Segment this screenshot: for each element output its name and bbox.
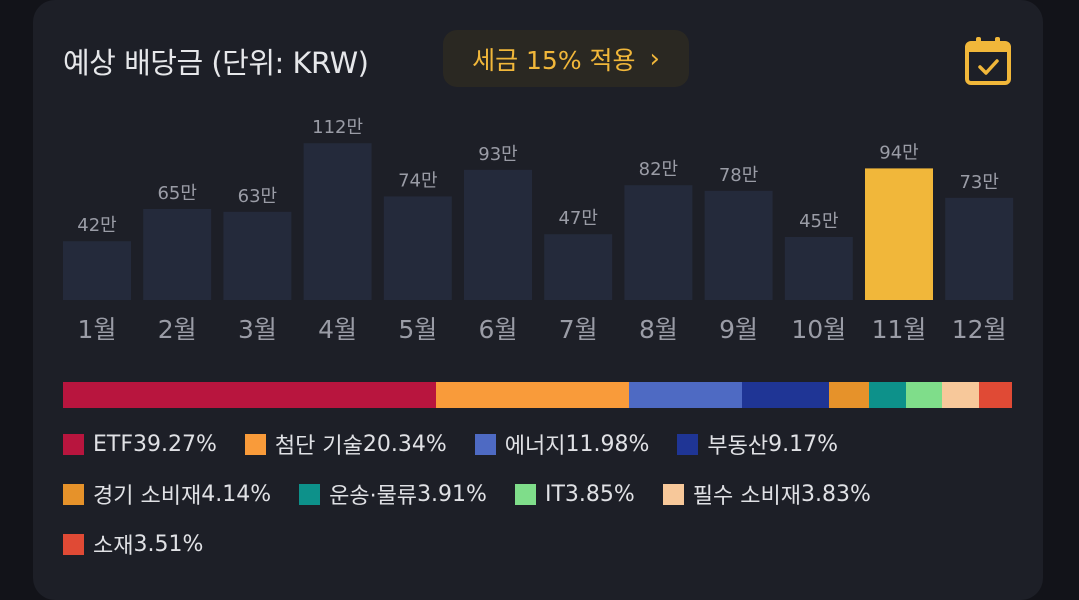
legend-percent: 3.51% [133,531,204,557]
legend-swatch [514,483,536,505]
tax-toggle-button[interactable]: 세금 15% 적용 › [443,30,689,87]
allocation-segment [628,382,743,408]
month-tick-label: 12월 [952,315,1007,344]
legend-label: ETF [93,431,133,457]
legend-percent: 3.91% [417,481,487,507]
bar-1[interactable] [63,241,131,300]
bar-value-label: 45만 [799,211,838,232]
legend-label: 소재 [93,534,134,559]
bar-3[interactable] [223,211,292,300]
legend-percent: 20.34% [362,431,447,457]
chevron-right-icon: › [649,43,660,74]
card-title: 예상 배당금 (단위: KRW) [63,46,369,80]
sector-allocation-bar [63,382,1012,408]
legend-item: 소재 3.51% [63,531,995,559]
legend-item: 경기 소비재 4.14% [63,481,272,509]
legend-item: 에너지 11.98% [474,431,650,459]
legend-percent: 4.14% [201,481,272,507]
month-tick-label: 1월 [78,315,117,344]
bar-value-label: 78만 [719,165,758,186]
legend-label: 에너지 [504,434,566,459]
legend-swatch [63,483,84,505]
bar-value-label: 63만 [238,186,277,207]
bar-6[interactable] [464,169,532,300]
month-tick-label: 6월 [479,315,518,344]
bar-value-label: 112만 [312,117,363,138]
legend-item: ETF 39.27% [63,431,217,457]
legend-label: 부동산 [707,434,769,459]
month-tick-label: 11월 [872,315,927,344]
bar-value-label: 74만 [398,170,437,191]
legend-label: IT [544,481,565,507]
bar-value-label: 47만 [558,208,597,229]
allocation-segment [942,382,979,408]
bar-9[interactable] [704,190,773,300]
sector-legend: ETF 39.27% 첨단 기술 20.34% 에너지 11.98% 부동산 9.17… [63,431,1023,559]
legend-swatch [677,433,699,455]
legend-item: 운송·물류 3.91% [299,481,487,509]
month-tick-label: 10월 [791,315,846,344]
bar-value-label: 42만 [77,215,116,236]
month-tick-label: 7월 [559,315,598,344]
bar-4[interactable] [303,143,372,300]
legend-swatch [474,433,496,455]
legend-percent: 9.17% [768,431,838,457]
legend-swatch [63,533,84,555]
bar-value-label: 93만 [478,144,517,165]
allocation-segment [829,382,869,408]
legend-label: 필수 소비재 [692,484,801,509]
month-tick-label: 8월 [639,315,678,344]
legend-swatch [299,483,321,505]
bar-7[interactable] [544,234,613,300]
legend-item: IT 3.85% [514,481,635,507]
allocation-segment [742,382,830,408]
month-tick-label: 2월 [158,315,197,344]
allocation-segment [435,382,629,408]
legend-label: 경기 소비재 [93,484,202,509]
allocation-segment [978,382,1012,408]
bar-value-label: 82만 [639,159,678,180]
monthly-dividend-chart: 42만 1월 65만 2월 63만 3월 112만 4월 74만 5월 93만 6월 47만 7월 82만 8… [63,117,1014,344]
allocation-segment [63,382,436,408]
legend-percent: 3.85% [564,481,635,507]
legend-item: 첨단 기술 20.34% [244,431,447,459]
bar-10[interactable] [784,237,853,300]
month-tick-label: 3월 [238,315,277,344]
bar-12[interactable] [945,197,1014,300]
bar-value-label: 73만 [959,172,998,193]
month-tick-label: 5월 [398,315,437,344]
bar-8[interactable] [624,185,693,300]
allocation-segment [905,382,943,408]
bar-value-label: 94만 [879,142,918,163]
legend-swatch [63,433,84,455]
bar-2[interactable] [143,209,212,300]
tax-button-label: 세금 15% 적용 [472,45,636,75]
legend-label: 운송·물류 [329,484,418,509]
legend-label: 첨단 기술 [274,434,363,459]
legend-item: 부동산 9.17% [677,431,838,459]
bar-5[interactable] [383,196,452,300]
bar-value-label: 65만 [157,183,196,204]
bar-11[interactable] [865,168,933,300]
legend-swatch [244,433,266,455]
legend-percent: 3.83% [800,481,871,507]
legend-swatch [662,483,684,505]
calendar-check-icon[interactable] [964,36,1012,86]
month-tick-label: 4월 [318,315,357,344]
legend-percent: 39.27% [133,431,217,457]
legend-item: 필수 소비재 3.83% [662,481,871,509]
allocation-segment [868,382,906,408]
month-tick-label: 9월 [719,315,758,344]
legend-percent: 11.98% [565,431,650,457]
